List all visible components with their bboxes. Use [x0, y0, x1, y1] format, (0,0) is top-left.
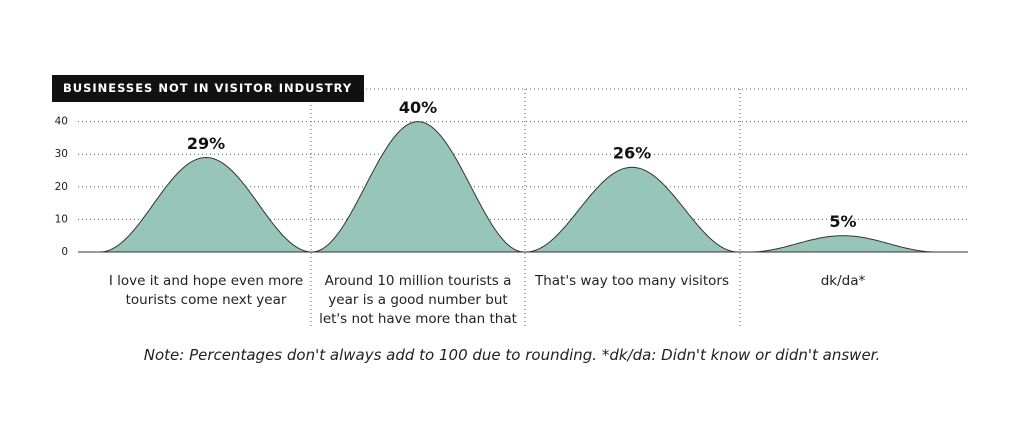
value-label: 40%: [399, 98, 437, 117]
bell: [99, 156, 313, 253]
y-tick-label: 20: [55, 181, 68, 193]
bell: [525, 166, 739, 253]
bell: [311, 121, 525, 253]
y-tick-label: 30: [55, 148, 68, 160]
y-tick-label: 40: [55, 116, 68, 128]
category-label: dk/da*: [820, 273, 866, 289]
bell: [750, 235, 936, 253]
chart-title: BUSINESSES NOT IN VISITOR INDUSTRY: [52, 75, 365, 102]
category-label: Around 10 million tourists a year is a g…: [319, 273, 517, 327]
y-tick-label: 0: [61, 246, 68, 258]
category-label: I love it and hope even more tourists co…: [108, 273, 304, 308]
value-label: 29%: [187, 134, 225, 153]
y-tick-label: 10: [55, 213, 68, 225]
value-label: 5%: [829, 212, 856, 231]
category-label: That's way too many visitors: [534, 273, 730, 289]
note: Note: Percentages don't always add to 10…: [143, 346, 881, 364]
value-label: 26%: [613, 144, 651, 163]
